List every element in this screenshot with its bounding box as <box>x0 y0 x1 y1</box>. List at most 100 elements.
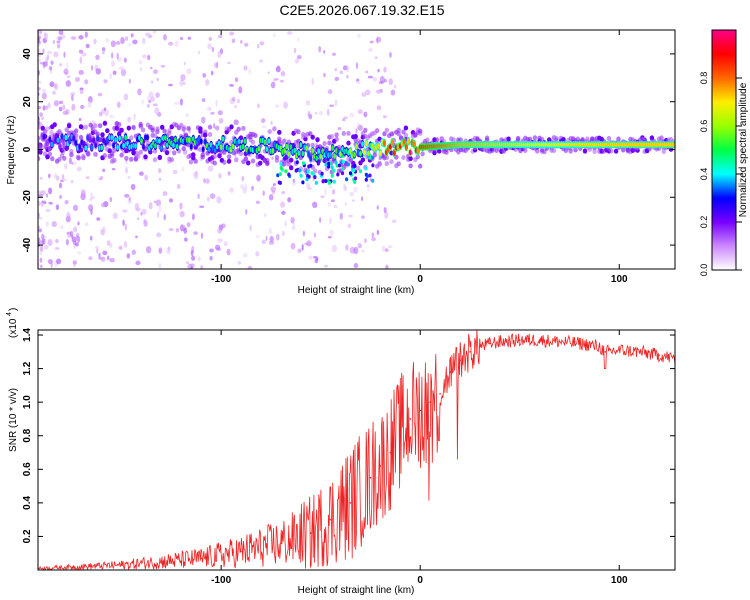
heatmap-cell <box>216 196 222 204</box>
heatmap-cell <box>103 79 108 84</box>
heatmap-cell <box>284 220 288 228</box>
heatmap-cell <box>68 157 72 165</box>
heatmap-cell <box>163 34 167 41</box>
heatmap-cell <box>124 155 129 161</box>
heatmap-cell <box>135 235 138 239</box>
heatmap-cell <box>330 165 334 170</box>
heatmap-cell <box>408 156 413 162</box>
snr-data-point <box>618 349 621 351</box>
heatmap-cell <box>343 186 348 191</box>
heatmap-cell <box>156 211 160 219</box>
heatmap-cell <box>183 61 186 66</box>
heatmap-cell <box>93 38 97 45</box>
heatmap-cell <box>81 52 87 57</box>
heatmap-cell <box>277 129 282 135</box>
heatmap-cell <box>66 62 69 70</box>
heatmap-cell <box>109 242 113 249</box>
heatmap-cell <box>248 68 251 75</box>
heatmap-cell <box>90 144 94 151</box>
heatmap-cell <box>56 137 60 143</box>
heatmap-cell <box>158 177 162 181</box>
heatmap-cell <box>227 61 231 65</box>
heatmap-cell <box>268 240 275 246</box>
heatmap-cell <box>539 136 545 142</box>
heatmap-cell <box>124 223 128 231</box>
snr-data-point <box>160 560 163 563</box>
heatmap-cell <box>116 52 119 60</box>
heatmap-cell <box>305 177 309 182</box>
snr-data-point <box>469 351 471 353</box>
heatmap-cell <box>240 183 245 190</box>
heatmap-cell <box>346 162 350 167</box>
heatmap-cell <box>408 163 413 169</box>
heatmap-cell <box>150 66 153 70</box>
heatmap-cell <box>305 145 309 152</box>
heatmap-cell <box>96 217 101 221</box>
heatmap-cell <box>120 68 127 77</box>
heatmap-cell <box>233 119 239 126</box>
heatmap-cell <box>60 133 64 140</box>
snr-data-point <box>449 371 451 373</box>
heatmap-cell <box>353 176 358 181</box>
heatmap-cell <box>358 169 363 174</box>
heatmap-cell <box>84 222 89 227</box>
heatmap-cell <box>327 235 332 239</box>
heatmap-cell <box>38 228 42 233</box>
heatmap-cell <box>368 47 373 52</box>
heatmap-cell <box>377 143 380 150</box>
heatmap-cell <box>102 250 108 256</box>
heatmap-cell <box>142 143 145 150</box>
heatmap-cell <box>231 38 236 44</box>
snr-data-point <box>558 340 561 343</box>
heatmap-cell <box>289 157 294 163</box>
heatmap-cell <box>349 192 355 197</box>
heatmap-cell <box>333 204 338 209</box>
heatmap-cell <box>258 160 263 166</box>
y-tick-label: 1.0 <box>22 395 33 409</box>
heatmap-cell <box>63 68 69 75</box>
y-tick-label: 0.4 <box>22 495 33 509</box>
heatmap-cell <box>213 62 218 68</box>
heatmap-cell <box>53 51 59 58</box>
heatmap-cell <box>64 127 69 133</box>
heatmap-cell <box>408 149 412 156</box>
heatmap-cell <box>290 242 296 250</box>
heatmap-cell <box>363 111 368 118</box>
heatmap-cell <box>420 151 425 157</box>
heatmap-cell <box>52 40 55 44</box>
heatmap-cell <box>124 134 127 141</box>
heatmap-cell <box>361 141 364 147</box>
heatmap-cell <box>283 156 287 161</box>
heatmap-cell <box>241 125 246 131</box>
heatmap-cell <box>191 155 196 161</box>
heatmap-cell <box>297 150 301 156</box>
heatmap-cell <box>376 229 380 235</box>
heatmap-cell <box>585 136 590 142</box>
heatmap-cell <box>47 173 51 179</box>
heatmap-cell <box>46 50 53 55</box>
heatmap-cell <box>339 151 342 157</box>
heatmap-cell <box>287 197 292 203</box>
heatmap-cell <box>155 199 162 207</box>
heatmap-cell <box>305 183 311 188</box>
heatmap-cell <box>131 249 136 256</box>
snr-data-point <box>499 340 501 343</box>
heatmap-cell <box>152 148 158 154</box>
heatmap-cell <box>200 264 204 269</box>
heatmap-cell <box>329 134 334 139</box>
heatmap-cell <box>243 65 248 71</box>
heatmap-cell <box>226 158 232 164</box>
heatmap-cell <box>168 227 174 232</box>
heatmap-cell <box>279 79 285 83</box>
heatmap-cell <box>384 127 389 133</box>
heatmap-cell <box>100 256 106 262</box>
heatmap-cell <box>179 202 183 210</box>
heatmap-cell <box>38 135 41 141</box>
heatmap-cell <box>238 86 243 94</box>
heatmap-cell <box>101 51 105 55</box>
heatmap-cell <box>353 263 359 269</box>
heatmap-cell <box>346 130 351 136</box>
snr-data-point <box>638 351 640 353</box>
heatmap-cell <box>162 128 167 134</box>
heatmap-cell <box>206 106 212 111</box>
